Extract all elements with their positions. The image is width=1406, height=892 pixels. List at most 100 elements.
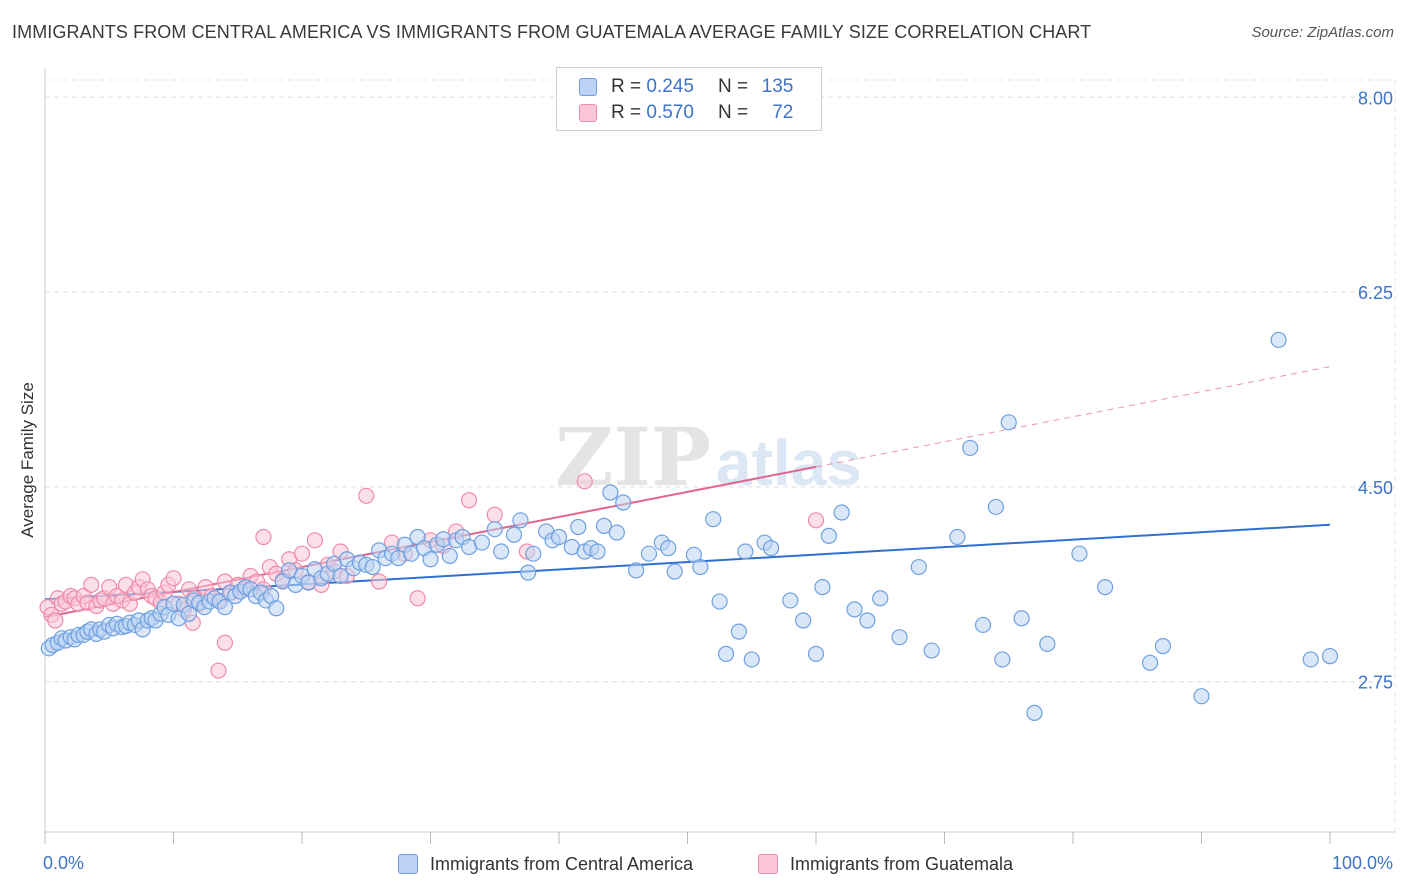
point-guatemala xyxy=(486,506,503,523)
point-central-america xyxy=(994,651,1011,668)
point-central-america xyxy=(422,551,439,568)
point-central-america xyxy=(627,562,645,579)
point-central-america xyxy=(660,540,677,557)
point-guatemala xyxy=(409,590,426,607)
data-points xyxy=(39,331,1339,721)
point-central-america xyxy=(962,439,979,457)
x-tick-label-max: 100.0% xyxy=(1332,853,1393,873)
point-central-america xyxy=(1154,637,1172,655)
point-guatemala xyxy=(255,528,272,546)
n-value: 72 xyxy=(772,102,794,123)
tick-labels: 2.75 4.50 6.25 8.00 0.0% 100.0% xyxy=(43,88,1393,873)
guatemala-swatch xyxy=(579,104,597,122)
r-value: 0.570 xyxy=(646,102,694,123)
point-central-america xyxy=(1071,545,1088,562)
point-central-america xyxy=(859,612,876,629)
stat-row-guatemala: R = 0.570 N = 72 xyxy=(579,100,793,126)
point-central-america xyxy=(705,511,722,528)
r-label: R = xyxy=(611,76,642,97)
point-central-america xyxy=(711,593,728,610)
y-tick-label: 6.25 xyxy=(1358,283,1393,303)
point-guatemala xyxy=(210,662,227,679)
point-central-america xyxy=(1013,610,1030,627)
central-america-swatch xyxy=(579,78,597,96)
point-central-america xyxy=(512,512,529,529)
point-central-america xyxy=(762,540,780,557)
point-guatemala xyxy=(83,576,100,593)
point-guatemala xyxy=(371,573,388,590)
point-central-america xyxy=(332,567,349,585)
point-central-america xyxy=(608,524,625,541)
point-central-america xyxy=(615,494,632,511)
watermark: ZIP atlas xyxy=(555,410,862,504)
point-central-america xyxy=(525,545,542,562)
stat-row-central-america: R = 0.245 N = 135 xyxy=(579,74,793,100)
watermark-atlas: atlas xyxy=(716,427,862,499)
point-central-america xyxy=(602,484,619,501)
point-central-america xyxy=(795,612,812,629)
point-central-america xyxy=(730,623,748,640)
r-label: R = xyxy=(611,102,642,123)
legend-swatch-central-america xyxy=(398,854,418,874)
point-central-america xyxy=(364,558,381,576)
point-central-america xyxy=(473,534,490,551)
point-central-america xyxy=(550,528,568,546)
point-central-america xyxy=(505,526,523,543)
point-central-america xyxy=(216,599,233,616)
point-central-america xyxy=(589,543,606,560)
y-tick-label: 8.00 xyxy=(1358,88,1393,108)
r-value: 0.245 xyxy=(646,76,694,97)
point-guatemala xyxy=(576,473,593,490)
point-central-america xyxy=(1026,704,1043,721)
point-central-america xyxy=(640,545,658,562)
chart-title: IMMIGRANTS FROM CENTRAL AMERICA VS IMMIG… xyxy=(12,22,1092,42)
point-guatemala xyxy=(293,545,311,562)
point-central-america xyxy=(595,517,613,534)
source-label: Source: ZipAtlas.com xyxy=(1251,24,1394,41)
point-central-america xyxy=(666,563,683,580)
y-tick-label: 4.50 xyxy=(1358,478,1393,498)
legend-item-guatemala[interactable]: Immigrants from Guatemala xyxy=(758,852,1013,876)
point-central-america xyxy=(820,527,837,544)
point-central-america xyxy=(692,558,709,576)
legend-item-central-america[interactable]: Immigrants from Central America xyxy=(398,852,693,876)
point-central-america xyxy=(1000,414,1017,431)
point-central-america xyxy=(520,564,537,581)
point-central-america xyxy=(987,498,1005,516)
n-label: N = xyxy=(717,102,749,123)
point-central-america xyxy=(923,642,940,659)
point-central-america xyxy=(1321,648,1339,665)
n-value: 135 xyxy=(761,76,794,97)
point-guatemala xyxy=(216,634,233,651)
n-label: N = xyxy=(717,76,749,97)
point-central-america xyxy=(782,592,799,609)
legend-label: Immigrants from Central America xyxy=(430,853,694,874)
point-central-america xyxy=(737,543,754,560)
point-central-america xyxy=(743,651,760,668)
point-guatemala xyxy=(358,487,375,504)
point-central-america xyxy=(717,645,735,662)
legend-swatch-guatemala xyxy=(758,854,778,874)
point-central-america xyxy=(814,578,831,596)
legend-label: Immigrants from Guatemala xyxy=(790,853,1014,874)
point-central-america xyxy=(833,504,850,521)
point-guatemala xyxy=(807,512,825,529)
point-central-america xyxy=(441,547,458,565)
point-guatemala xyxy=(306,532,323,549)
point-central-america xyxy=(486,521,503,538)
correlation-stats-box: R = 0.245 N = 135 R = 0.570 N = 72 xyxy=(556,67,822,131)
point-central-america xyxy=(949,528,966,546)
point-central-america xyxy=(846,601,863,618)
point-central-america xyxy=(570,518,587,536)
point-guatemala xyxy=(165,570,182,587)
point-guatemala xyxy=(47,612,64,629)
point-central-america xyxy=(1039,635,1056,652)
point-central-america xyxy=(891,629,908,646)
trend-line-guatemala-extension xyxy=(815,366,1331,468)
point-central-america xyxy=(1270,331,1287,349)
point-central-america xyxy=(1141,654,1159,671)
y-tick-label: 2.75 xyxy=(1358,673,1393,693)
point-central-america xyxy=(910,558,927,576)
point-central-america xyxy=(1097,578,1114,596)
axes xyxy=(44,68,1395,844)
